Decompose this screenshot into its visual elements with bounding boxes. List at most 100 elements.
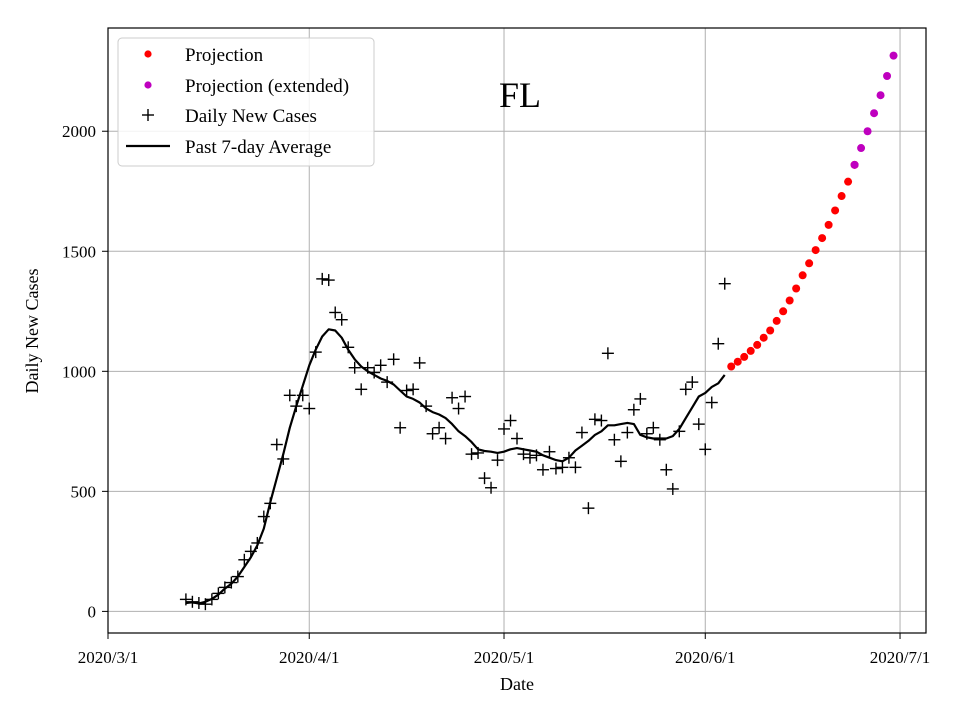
daily-case-point: [212, 587, 225, 600]
daily-case-point: [439, 432, 452, 445]
daily-case-point: [608, 433, 621, 446]
plot-data: [179, 51, 898, 611]
projection-point: [844, 177, 853, 186]
daily-case-point: [446, 391, 459, 404]
daily-case-point: [621, 426, 634, 439]
average-line: [185, 328, 726, 605]
x-axis-ticks: 2020/3/1 2020/4/1 2020/5/1 2020/6/1 2020/7/1: [78, 633, 930, 667]
daily-case-point: [400, 384, 413, 397]
daily-case-point: [179, 593, 192, 606]
daily-case-point: [627, 403, 640, 416]
daily-case-point: [231, 570, 244, 583]
daily-case-point: [264, 497, 277, 510]
daily-case-point: [614, 455, 627, 468]
daily-case-point: [316, 272, 329, 285]
projection-point: [746, 346, 755, 355]
x-tick-label: 2020/3/1: [78, 648, 138, 667]
daily-case-point: [342, 341, 355, 354]
projection-point: [740, 352, 749, 361]
daily-case-point: [517, 448, 530, 461]
daily-case-point: [361, 361, 374, 374]
daily-case-point: [407, 383, 420, 396]
daily-case-point: [309, 346, 322, 359]
daily-case-point: [270, 438, 283, 451]
daily-case-point: [303, 402, 316, 415]
daily-case-point: [251, 536, 264, 549]
daily-case-point: [368, 366, 381, 379]
daily-case-point: [387, 353, 400, 366]
daily-case-point: [588, 413, 601, 426]
daily-case-point: [433, 421, 446, 434]
daily-case-point: [556, 461, 569, 474]
projection-extended-point: [850, 160, 859, 169]
daily-case-point: [485, 481, 498, 494]
grid-lines: [107, 28, 926, 633]
projection-extended-point: [883, 72, 892, 81]
daily-case-point: [257, 510, 270, 523]
daily-case-point: [472, 446, 485, 459]
daily-case-point: [653, 433, 666, 446]
projection-extended-point: [863, 127, 872, 136]
legend-label-projection: Projection: [185, 45, 264, 66]
daily-case-point: [673, 425, 686, 438]
projection-point: [727, 362, 736, 371]
daily-case-point: [322, 274, 335, 287]
y-tick-label: 2000: [62, 122, 96, 141]
projection-extended-point: [889, 51, 898, 60]
daily-case-point: [420, 400, 433, 413]
y-tick-label: 1500: [62, 242, 96, 261]
daily-case-point: [186, 595, 199, 608]
daily-case-point: [562, 451, 575, 464]
plot-frame: [107, 27, 927, 634]
daily-case-point: [718, 277, 731, 290]
daily-case-point: [582, 502, 595, 515]
projection-point: [779, 307, 788, 316]
projection-point: [805, 259, 814, 268]
daily-case-point: [543, 445, 556, 458]
daily-case-point: [465, 448, 478, 461]
daily-case-point: [238, 553, 251, 566]
projection-extended-point: [857, 144, 866, 153]
legend-label-daily: Daily New Cases: [185, 106, 317, 127]
daily-case-point: [692, 418, 705, 431]
legend: Projection Projection (extended) Daily N…: [117, 37, 375, 167]
y-tick-label: 0: [88, 602, 97, 621]
projection-point: [785, 296, 794, 305]
daily-case-point: [491, 454, 504, 467]
chart-title: FL: [499, 75, 541, 115]
daily-case-point: [569, 461, 582, 474]
projection-point: [733, 357, 742, 366]
projection-extended-point: [876, 91, 885, 100]
daily-case-point: [549, 462, 562, 475]
legend-label-projection-extended: Projection (extended): [185, 76, 349, 97]
projection-point: [766, 326, 775, 335]
daily-case-point: [634, 392, 647, 405]
daily-case-point: [329, 306, 342, 319]
projection-point: [831, 206, 840, 215]
legend-box: [117, 37, 375, 167]
daily-case-point: [381, 376, 394, 389]
x-tick-label: 2020/4/1: [279, 648, 339, 667]
daily-case-point: [601, 347, 614, 360]
daily-case-point: [536, 463, 549, 476]
daily-case-point: [335, 313, 348, 326]
daily-case-point: [374, 359, 387, 372]
daily-case-point: [498, 422, 511, 435]
daily-case-point: [426, 427, 439, 440]
daily-case-point: [705, 396, 718, 409]
daily-case-point: [205, 593, 218, 606]
projection-point: [824, 220, 833, 229]
daily-case-point: [679, 383, 692, 396]
daily-case-point: [290, 400, 303, 413]
x-axis-title: Date: [500, 674, 534, 694]
daily-case-point: [283, 389, 296, 402]
daily-case-point: [218, 581, 231, 594]
daily-case-point: [595, 414, 608, 427]
daily-case-point: [530, 449, 543, 462]
daily-case-point: [296, 389, 309, 402]
projection-point: [753, 340, 762, 349]
daily-case-point: [523, 451, 536, 464]
daily-case-point: [452, 402, 465, 415]
daily-case-point: [199, 598, 212, 611]
